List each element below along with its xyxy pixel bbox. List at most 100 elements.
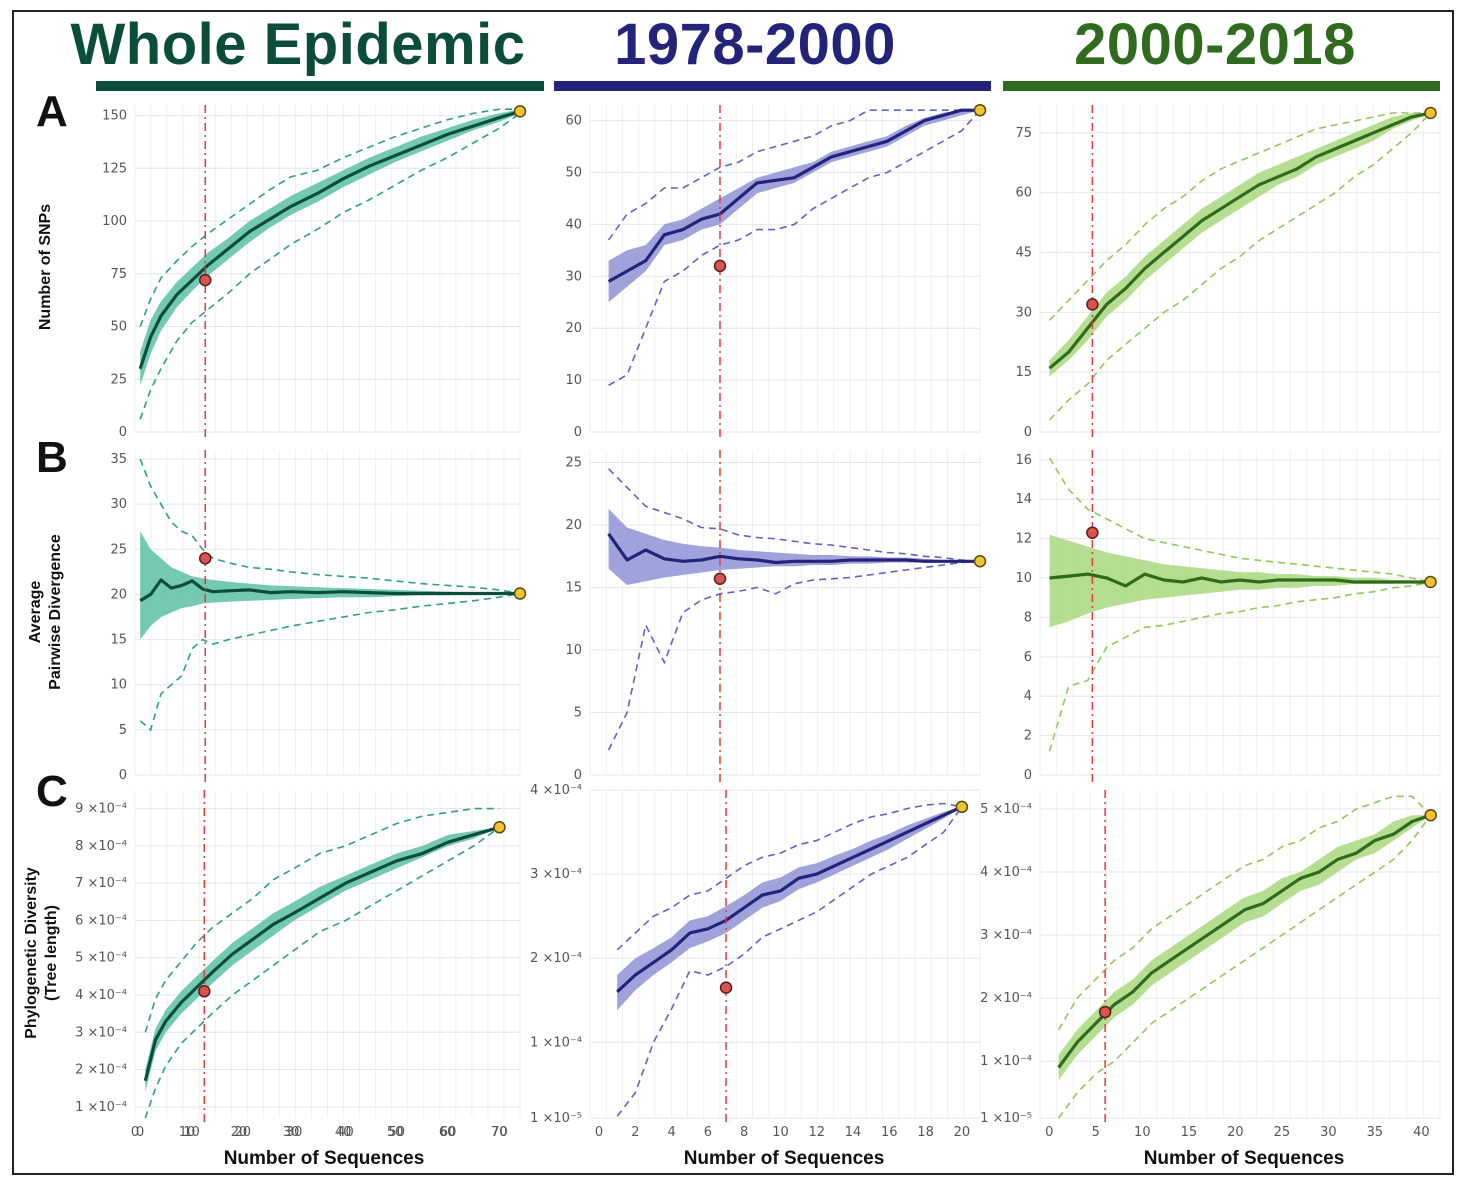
x-tick-label: 10 [1134, 1125, 1151, 1140]
y-tick-label: 150 [102, 109, 127, 124]
sample-point-c-1978-2000 [719, 981, 733, 994]
y-tick-label: 2 [1024, 729, 1032, 744]
y-tick-label: 12 [1015, 532, 1032, 547]
sample-point-a-whole-epidemic [198, 273, 212, 287]
interval-band-a-whole-epidemic [140, 109, 520, 386]
y-tick-label: 5 [119, 723, 127, 738]
y-tick-label: 8 [1024, 610, 1032, 625]
grid-minor-b-1978-2000 [589, 450, 981, 775]
y-tick-label: 0 [1024, 425, 1032, 440]
y-tick-label: 30 [565, 269, 582, 284]
x-tick-label: 30 [286, 1125, 303, 1140]
x-tick-label: 60 [440, 1125, 457, 1140]
row-label-a: A [36, 87, 68, 136]
y-tick-label: 100 [102, 214, 127, 229]
y-tick-label: 6 [1024, 650, 1032, 665]
y-axis-title-divergence-line1: Average [27, 581, 44, 644]
y-tick-label: 0 [119, 425, 127, 440]
y-tick-label: 50 [110, 320, 127, 335]
x-axis-title-col3: Number of Sequences [1144, 1148, 1345, 1169]
y-tick-label: 15 [110, 633, 127, 648]
ci-upper-line-b-whole-epidemic [139, 458, 521, 595]
y-tick-label: 4 [1024, 689, 1032, 704]
x-tick-label: 40 [335, 1125, 352, 1140]
x-axis-title-col1: Number of Sequences [224, 1148, 425, 1169]
full-point-c-2000-2018 [1424, 808, 1437, 822]
mean-line-b-1978-2000 [607, 532, 980, 565]
y-tick-label: 16 [1015, 453, 1032, 468]
y-axis-title-phylo-line1: Phylogenetic Diversity [23, 867, 40, 1039]
x-tick-label: 20 [231, 1125, 248, 1140]
y-axis-title-divergence-line2: Pairwise Divergence [47, 534, 64, 690]
y-tick-label: 15 [1015, 365, 1032, 380]
ci-lower-line-a-2000-2018 [1048, 112, 1432, 421]
column-title-1978-2000: 1978-2000 [614, 12, 896, 77]
x-tick-label: 15 [1181, 1125, 1198, 1140]
ci-upper-line-c-whole-epidemic [144, 807, 500, 1033]
x-tick-label: 14 [845, 1125, 862, 1140]
y-tick-label: 60 [1015, 186, 1032, 201]
x-tick-label: 10 [183, 1125, 200, 1140]
x-tick-label: 60 [439, 1125, 456, 1140]
x-tick-label: 0 [1045, 1125, 1053, 1140]
panel-c-1978-2000: 1 ×10⁻⁵ 1 ×10⁻⁴ 2 ×10⁻⁴ 3 ×10⁻⁴ 4 ×10⁻⁴ 0 2 4 6 8… [530, 783, 981, 1140]
column-bar-1978-2000 [554, 81, 991, 91]
mean-line-b-2000-2018 [1049, 572, 1431, 588]
interval-band-b-1978-2000 [608, 508, 980, 585]
y-tick-label: 3 ×10⁻⁴ [980, 928, 1032, 943]
y-tick-label: 30 [110, 497, 127, 512]
y-tick-label: 50 [565, 165, 582, 180]
x-tick-label: 5 [1092, 1125, 1100, 1140]
grid-minor-c-2000-2018 [1039, 790, 1441, 1118]
y-tick-label: 0 [574, 425, 582, 440]
interval-band-b-whole-epidemic [140, 531, 520, 640]
x-tick-label: 18 [917, 1125, 934, 1140]
y-tick-label: 2 ×10⁻⁴ [980, 991, 1032, 1006]
ci-upper-line-c-2000-2018 [1057, 795, 1432, 1031]
y-tick-label: 35 [110, 452, 127, 467]
panel-c-2000-2018: 1 ×10⁻⁵ 1 ×10⁻⁴ 2 ×10⁻⁴ 3 ×10⁻⁴ 4 ×10⁻⁴ 5 ×10… [980, 790, 1441, 1140]
panel-a-2000-2018: 0 15 30 45 60 75 [1015, 105, 1441, 440]
sample-point-a-1978-2000 [713, 259, 727, 273]
sample-point-b-1978-2000 [713, 572, 727, 585]
grid-minor-a-whole-epidemic [134, 105, 521, 432]
panel-b-2000-2018: 0 2 4 6 8 10 12 14 16 [1015, 450, 1441, 783]
y-tick-label: 10 [1015, 571, 1032, 586]
mean-line-b-whole-epidemic [139, 578, 520, 603]
y-tick-label: 60 [565, 114, 582, 129]
y-tick-label: 1 ×10⁻⁵ [980, 1111, 1032, 1126]
ci-lower-line-c-whole-epidemic [144, 826, 500, 1119]
y-tick-label: 75 [110, 267, 127, 282]
x-tick-label: 25 [1274, 1125, 1291, 1140]
y-tick-label: 1 ×10⁻⁴ [530, 1035, 582, 1050]
y-tick-label: 4 ×10⁻⁴ [530, 783, 582, 798]
x-tick-label: 10 [772, 1125, 789, 1140]
panel-b-1978-2000: 0 5 10 15 20 25 [565, 450, 987, 783]
y-tick-label: 75 [1015, 126, 1032, 141]
x-axis-title-col2: Number of Sequences [684, 1148, 885, 1169]
interval-band-c-1978-2000 [617, 806, 962, 1011]
y-tick-label: 10 [565, 643, 582, 658]
x-tick-label: 0 [136, 1125, 144, 1140]
ci-lower-line-c-2000-2018 [1057, 814, 1432, 1119]
y-tick-label: 45 [1015, 246, 1032, 261]
y-tick-label: 8 ×10⁻⁴ [75, 839, 127, 854]
ci-upper-line-b-2000-2018 [1048, 457, 1431, 583]
ci-upper-line-a-1978-2000 [607, 109, 980, 241]
x-tick-label: 70 [491, 1125, 508, 1140]
mean-line-a-whole-epidemic [138, 109, 521, 370]
y-tick-label: 5 ×10⁻⁴ [75, 951, 127, 966]
mean-line-c-whole-epidemic [143, 825, 500, 1082]
y-tick-label: 3 ×10⁻⁴ [530, 867, 582, 882]
x-tick-label: 50 [389, 1125, 406, 1140]
y-tick-label: 1 ×10⁻⁵ [530, 1111, 582, 1126]
y-tick-label: 5 [574, 706, 582, 721]
ci-upper-line-a-whole-epidemic [139, 108, 520, 327]
ci-lower-line-b-1978-2000 [607, 560, 981, 751]
x-tick-label: 20 [1227, 1125, 1244, 1140]
y-tick-label: 1 ×10⁻⁴ [980, 1054, 1032, 1069]
x-tick-label: 40 [1413, 1125, 1430, 1140]
y-tick-label: 0 [119, 768, 127, 783]
full-point-a-whole-epidemic [513, 105, 527, 118]
x-tick-label: 6 [704, 1125, 712, 1140]
